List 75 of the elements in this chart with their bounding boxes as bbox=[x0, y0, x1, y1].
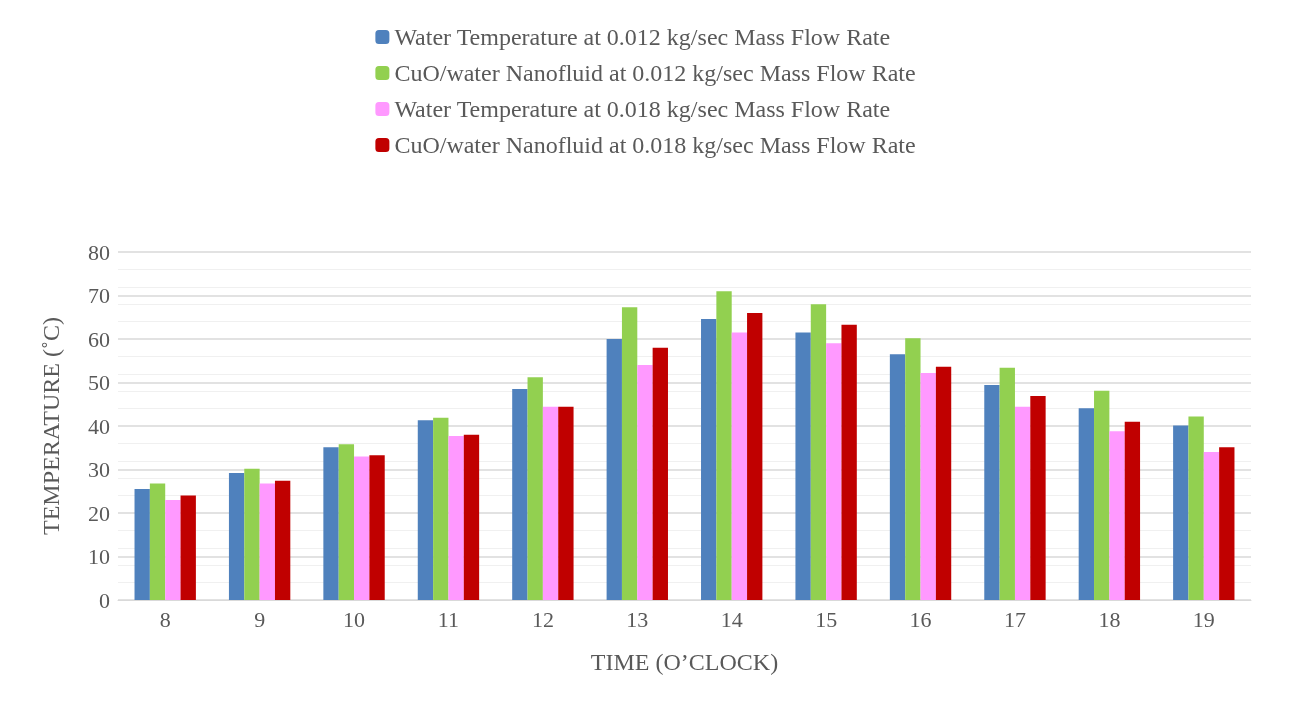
legend-label: CuO/water Nanofluid at 0.018 kg/sec Mass Flow Rate bbox=[394, 132, 916, 158]
bar bbox=[606, 339, 622, 600]
x-tick-label: 10 bbox=[343, 606, 366, 632]
bar bbox=[731, 332, 748, 600]
y-tick-label: 80 bbox=[88, 239, 110, 265]
x-tick-label: 19 bbox=[1192, 606, 1215, 632]
bar bbox=[165, 499, 181, 600]
bar bbox=[889, 354, 906, 600]
x-tick-label: 12 bbox=[531, 606, 554, 632]
bar bbox=[527, 377, 543, 600]
bar bbox=[558, 406, 574, 600]
bar bbox=[1109, 431, 1125, 600]
bar bbox=[826, 343, 842, 600]
bar bbox=[716, 291, 732, 600]
bar bbox=[354, 456, 370, 600]
bar bbox=[999, 367, 1015, 600]
x-tick-label: 9 bbox=[254, 606, 266, 632]
x-tick-label: 8 bbox=[159, 606, 171, 632]
bar bbox=[1014, 406, 1031, 600]
bar bbox=[1030, 395, 1046, 600]
bar bbox=[1188, 416, 1204, 600]
bar bbox=[795, 332, 811, 600]
bar bbox=[369, 455, 385, 600]
bar bbox=[244, 468, 260, 600]
bar bbox=[417, 420, 434, 600]
y-tick-label: 40 bbox=[88, 413, 110, 439]
bar bbox=[228, 472, 245, 600]
bar bbox=[984, 385, 1000, 600]
x-tick-label: 11 bbox=[437, 606, 460, 632]
x-tick-label: 17 bbox=[1003, 606, 1026, 632]
bar bbox=[259, 483, 275, 600]
bar bbox=[1219, 447, 1235, 600]
bar bbox=[1078, 408, 1095, 600]
bar bbox=[323, 447, 339, 600]
legend-label: Water Temperature at 0.012 kg/sec Mass Flow Rate bbox=[394, 24, 891, 50]
x-tick-label: 18 bbox=[1098, 606, 1121, 632]
y-tick-label: 60 bbox=[88, 326, 110, 352]
bar bbox=[652, 347, 668, 600]
bar bbox=[448, 436, 464, 600]
bar bbox=[905, 338, 921, 600]
y-tick-label: 50 bbox=[88, 370, 110, 395]
x-tick-label: 16 bbox=[909, 606, 932, 632]
bar bbox=[149, 483, 166, 600]
x-axis-title: TIME (O’CLOCK) bbox=[590, 649, 779, 675]
bar bbox=[841, 324, 857, 600]
bar bbox=[180, 495, 196, 600]
bar bbox=[338, 444, 355, 600]
bar bbox=[512, 389, 528, 600]
y-tick-label: 20 bbox=[88, 500, 110, 526]
bar bbox=[542, 406, 559, 600]
y-tick-label: 30 bbox=[88, 457, 110, 482]
bar bbox=[920, 372, 936, 600]
y-tick-label: 0 bbox=[99, 587, 110, 613]
legend-label: Water Temperature at 0.018 kg/sec Mass Flow Rate bbox=[394, 96, 891, 122]
bar bbox=[274, 480, 291, 600]
bar bbox=[621, 307, 638, 600]
y-tick-label: 70 bbox=[88, 283, 110, 308]
bar bbox=[134, 489, 150, 600]
bar bbox=[935, 366, 952, 600]
bar bbox=[810, 304, 827, 600]
x-tick-label: 15 bbox=[815, 606, 838, 632]
x-tick-label: 14 bbox=[720, 606, 743, 632]
bar bbox=[747, 312, 763, 600]
bar bbox=[701, 318, 717, 600]
bar bbox=[1094, 390, 1110, 600]
bar bbox=[1203, 452, 1220, 600]
bar bbox=[463, 434, 480, 600]
bar bbox=[433, 417, 449, 600]
bar bbox=[1173, 425, 1189, 600]
x-tick-label: 13 bbox=[626, 606, 649, 632]
y-tick-label: 10 bbox=[88, 544, 110, 569]
bar bbox=[637, 365, 653, 600]
y-axis-title: TEMPERATURE (˚C) bbox=[38, 317, 64, 535]
bar bbox=[1124, 421, 1141, 600]
legend-label: CuO/water Nanofluid at 0.012 kg/sec Mass Flow Rate bbox=[394, 60, 916, 86]
